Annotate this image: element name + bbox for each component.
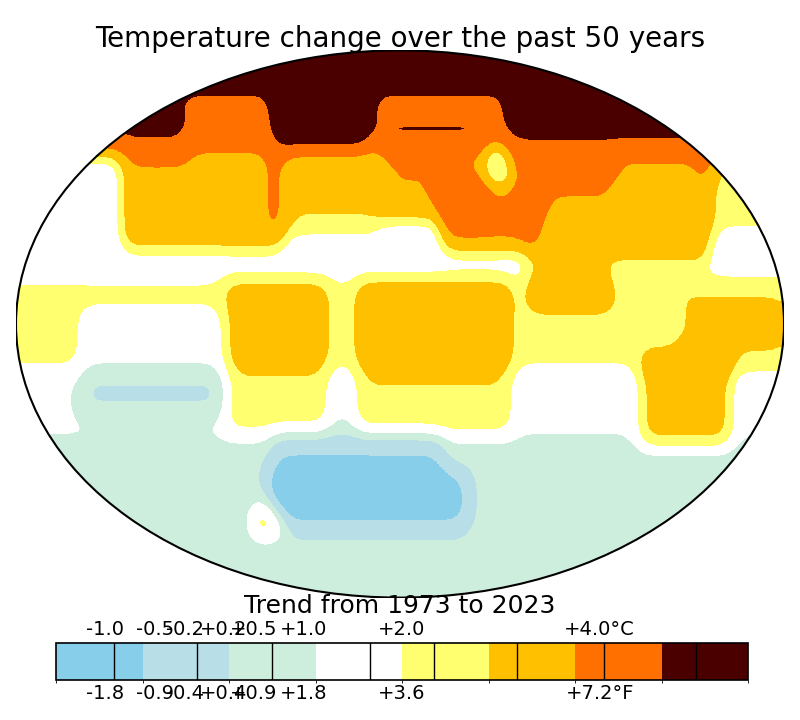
Text: +4.0°C: +4.0°C: [564, 621, 635, 639]
Text: +0.9: +0.9: [230, 684, 278, 703]
Text: +0.5: +0.5: [230, 621, 278, 639]
Text: +0.2: +0.2: [200, 621, 248, 639]
Text: -0.2: -0.2: [166, 621, 203, 639]
Text: -0.5: -0.5: [136, 621, 174, 639]
Text: +3.6: +3.6: [378, 684, 426, 703]
Text: +0.4: +0.4: [200, 684, 248, 703]
Text: Temperature change over the past 50 years: Temperature change over the past 50 year…: [95, 25, 705, 53]
Text: +1.0: +1.0: [279, 621, 327, 639]
Text: +7.2°F: +7.2°F: [566, 684, 634, 703]
Text: +2.0: +2.0: [378, 621, 426, 639]
Text: Trend from 1973 to 2023: Trend from 1973 to 2023: [244, 594, 556, 618]
Text: -0.4: -0.4: [166, 684, 203, 703]
Text: +1.8: +1.8: [279, 684, 327, 703]
Text: -0.9: -0.9: [136, 684, 174, 703]
Text: -1.8: -1.8: [86, 684, 125, 703]
Text: -1.0: -1.0: [86, 621, 125, 639]
